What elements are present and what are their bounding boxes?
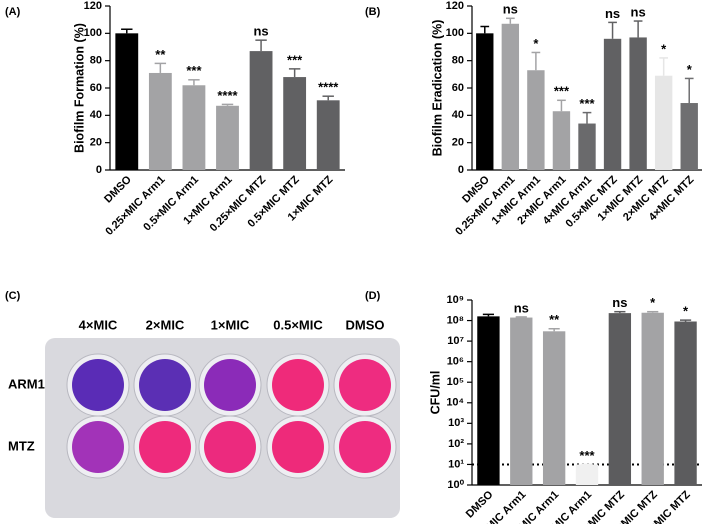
y-axis-title: CFU/ml: [428, 371, 442, 415]
well: [339, 359, 391, 411]
y-tick-label: 10⁸: [447, 314, 464, 326]
y-tick-label: 100: [84, 27, 102, 39]
y-tick-label: 100: [446, 27, 464, 39]
significance-label: ****: [318, 80, 339, 95]
significance-label: ****: [217, 88, 238, 103]
bar: [283, 77, 307, 170]
bar: [654, 75, 673, 170]
bar: [542, 331, 566, 485]
y-tick-label: 10³: [448, 417, 464, 429]
bar: [249, 51, 273, 170]
panel-label: (D): [365, 290, 381, 302]
y-tick-label: 60: [90, 82, 102, 94]
y-axis-title: Biofilm Eradication (%): [430, 20, 444, 157]
y-tick-label: 10⁴: [446, 397, 464, 409]
well: [272, 359, 324, 411]
bar: [501, 23, 520, 171]
x-tick-label: DMSO: [464, 488, 496, 520]
y-tick-label: 120: [446, 0, 464, 12]
bar: [680, 103, 698, 170]
y-tick-label: 40: [452, 109, 464, 121]
y-tick-label: 60: [452, 82, 464, 94]
y-tick-label: 0: [458, 164, 464, 176]
significance-label: ***: [554, 84, 570, 99]
y-tick-label: 80: [90, 55, 102, 67]
panel-label: (A): [5, 6, 21, 18]
y-tick-label: 40: [90, 109, 102, 121]
significance-label: *: [533, 36, 539, 51]
bar: [316, 100, 340, 170]
bar: [477, 316, 500, 485]
significance-label: *: [650, 295, 656, 310]
bar: [182, 85, 206, 170]
column-label: 4×MIC: [79, 317, 118, 332]
significance-label: *: [687, 62, 693, 77]
bar: [148, 72, 172, 170]
column-label: 0.5×MIC: [273, 317, 323, 332]
x-tick-label: 0.25×MIC Arm1: [103, 174, 167, 238]
well: [139, 421, 191, 473]
panel-label: (B): [365, 6, 381, 18]
well: [72, 359, 124, 411]
y-tick-label: 0: [96, 164, 102, 176]
well: [272, 421, 324, 473]
significance-label: ns: [503, 2, 518, 17]
bar: [527, 70, 545, 170]
y-tick-label: 10²: [448, 438, 464, 450]
x-tick-label: DMSO: [102, 173, 134, 205]
significance-label: ***: [186, 63, 202, 78]
significance-label: ns: [605, 6, 620, 21]
significance-label: ns: [612, 295, 627, 310]
y-tick-label: 120: [84, 0, 102, 12]
y-tick-label: 10⁵: [447, 376, 464, 388]
well: [204, 421, 256, 473]
well: [139, 359, 191, 411]
well: [72, 421, 124, 473]
significance-label: *: [683, 304, 689, 319]
bar: [608, 313, 632, 485]
significance-label: ***: [579, 448, 595, 463]
significance-label: ns: [253, 24, 268, 39]
column-label: 1×MIC: [211, 317, 250, 332]
significance-label: **: [549, 312, 560, 327]
y-tick-label: 10⁹: [447, 294, 464, 306]
column-label: DMSO: [346, 317, 385, 332]
row-label: ARM1: [8, 376, 45, 391]
bar: [476, 33, 494, 171]
well: [339, 421, 391, 473]
well: [204, 359, 256, 411]
bar: [629, 37, 647, 170]
bar: [603, 38, 622, 170]
y-tick-label: 10⁶: [447, 356, 464, 368]
significance-label: ns: [514, 300, 529, 315]
bar: [641, 312, 664, 485]
significance-label: ***: [579, 96, 595, 111]
bar: [510, 317, 533, 485]
y-tick-label: 80: [452, 55, 464, 67]
bar: [552, 111, 571, 170]
significance-label: ***: [287, 52, 303, 67]
bar: [578, 123, 596, 170]
y-tick-label: 10⁰: [447, 479, 464, 491]
bar: [575, 464, 599, 485]
column-label: 2×MIC: [146, 317, 185, 332]
significance-label: **: [155, 47, 166, 62]
panel-label: (C): [5, 290, 21, 302]
bar: [674, 321, 697, 485]
y-axis-title: Biofilm Formation (%): [72, 23, 86, 153]
bar: [115, 33, 139, 171]
y-tick-label: 10¹: [448, 458, 464, 470]
significance-label: ns: [631, 4, 646, 19]
row-label: MTZ: [8, 438, 35, 453]
y-tick-label: 10⁷: [447, 335, 464, 347]
y-tick-label: 20: [452, 137, 464, 149]
bar: [216, 105, 239, 170]
significance-label: *: [661, 41, 667, 56]
y-tick-label: 20: [90, 137, 102, 149]
